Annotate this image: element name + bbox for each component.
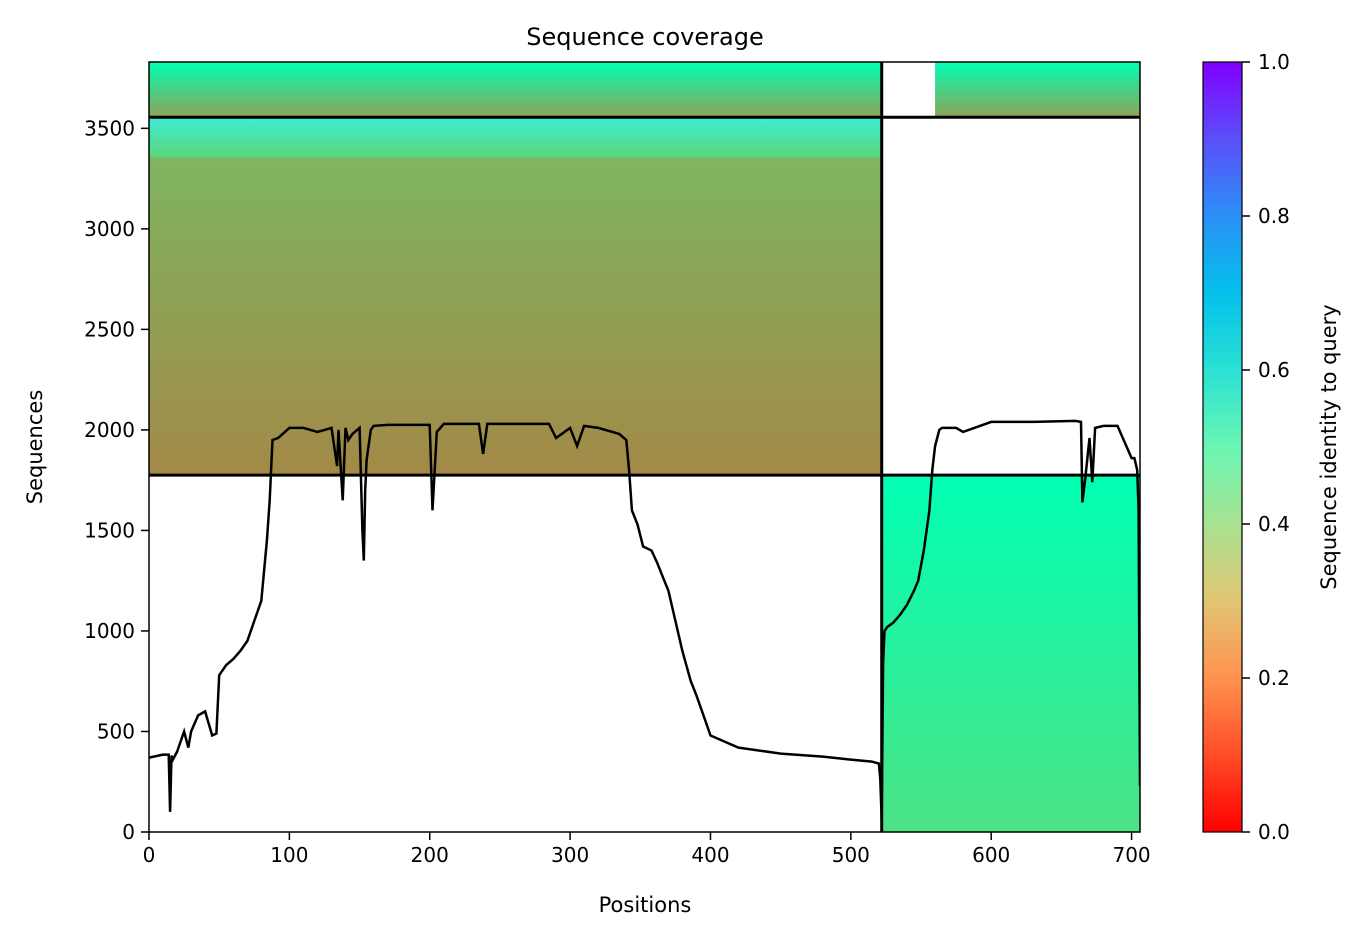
y-tick-label: 0 bbox=[122, 820, 135, 844]
heatmap-block-paired-A bbox=[149, 62, 882, 118]
coverage-heatmap bbox=[149, 62, 1140, 832]
colorbar-tick-label: 1.0 bbox=[1258, 50, 1290, 74]
colorbar-ticks: 0.0 0.2 0.4 0.6 0.8 1.0 bbox=[1242, 50, 1290, 844]
heatmap-block-chain-B-only bbox=[881, 475, 1140, 832]
y-tick-label: 1500 bbox=[84, 518, 135, 542]
colorbar bbox=[1202, 61, 1243, 833]
x-tick-label: 500 bbox=[832, 843, 870, 867]
x-axis-label: Positions bbox=[599, 893, 692, 917]
colorbar-tick-label: 0.0 bbox=[1258, 820, 1290, 844]
x-tick-label: 0 bbox=[143, 843, 156, 867]
y-tick-label: 3500 bbox=[84, 116, 135, 140]
x-tick-label: 100 bbox=[270, 843, 308, 867]
chart-title: Sequence coverage bbox=[526, 23, 763, 51]
y-tick-label: 2000 bbox=[84, 418, 135, 442]
y-tick-label: 3000 bbox=[84, 217, 135, 241]
heatmap-block-paired-B bbox=[935, 62, 1140, 118]
plot-frame bbox=[148, 61, 1141, 833]
x-tick-label: 200 bbox=[411, 843, 449, 867]
heatmap-block-chain-A-only bbox=[149, 117, 882, 476]
colorbar-label: Sequence identity to query bbox=[1317, 304, 1341, 589]
colorbar-tick-label: 0.2 bbox=[1258, 666, 1290, 690]
y-tick-label: 500 bbox=[97, 719, 135, 743]
y-axis: 0 500 1000 1500 2000 2500 3000 3500 bbox=[84, 116, 149, 844]
x-axis: 0 100 200 300 400 500 600 700 bbox=[143, 832, 1151, 867]
y-tick-label: 1000 bbox=[84, 619, 135, 643]
x-tick-label: 300 bbox=[551, 843, 589, 867]
y-tick-label: 2500 bbox=[84, 317, 135, 341]
heatmap-block-chain-A-upper bbox=[149, 117, 882, 158]
y-axis-label: Sequences bbox=[23, 390, 47, 505]
colorbar-tick-label: 0.6 bbox=[1258, 358, 1290, 382]
x-tick-label: 700 bbox=[1112, 843, 1150, 867]
coverage-line bbox=[149, 419, 1140, 820]
colorbar-tick-label: 0.8 bbox=[1258, 204, 1290, 228]
x-tick-label: 600 bbox=[972, 843, 1010, 867]
colorbar-tick-label: 0.4 bbox=[1258, 512, 1290, 536]
x-tick-label: 400 bbox=[691, 843, 729, 867]
